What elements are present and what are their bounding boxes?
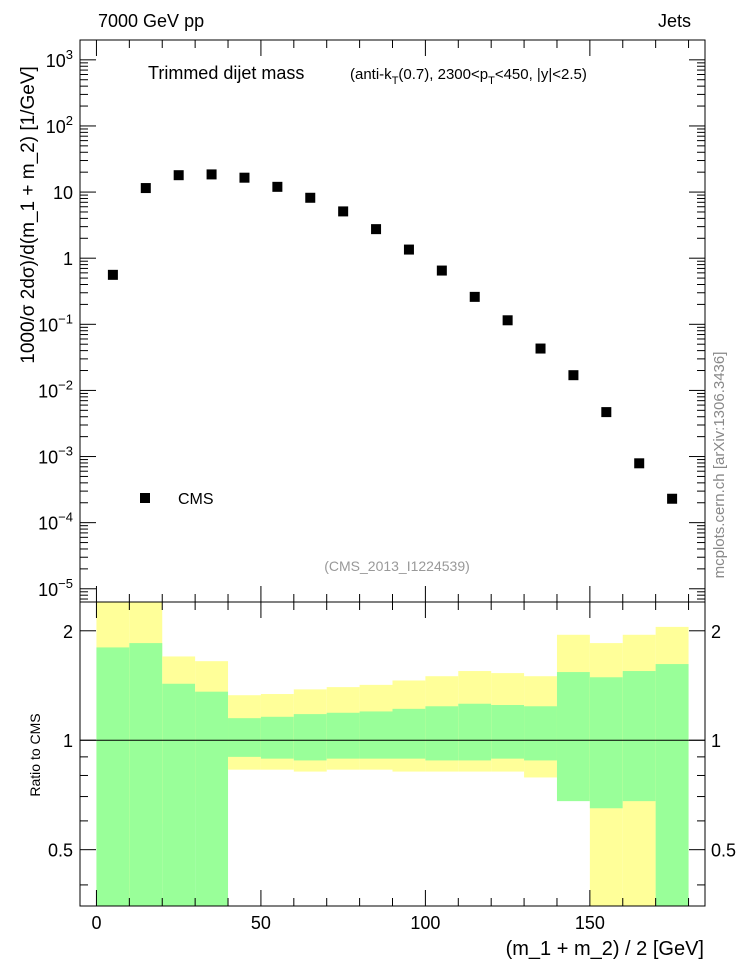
main-y-tick-label: 102 (46, 113, 73, 137)
data-point (206, 169, 217, 180)
data-point (239, 172, 250, 183)
main-y-tick-label: 10−3 (38, 444, 73, 468)
inner-band-bin (195, 691, 229, 906)
ratio-y-tick-label-right: 1 (711, 731, 721, 751)
data-point (535, 343, 546, 354)
data-point (338, 206, 349, 217)
inner-band-bin (491, 705, 525, 759)
x-tick-label: 150 (575, 913, 605, 933)
inner-band-bin (359, 711, 393, 759)
x-tick-label: 0 (91, 913, 101, 933)
inner-band-bin (162, 683, 196, 906)
main-axis-ticks (80, 40, 705, 602)
inner-band-bin (392, 708, 426, 759)
main-y-tick-label: 1 (63, 249, 73, 269)
plot-title: Trimmed dijet mass (148, 63, 304, 83)
ratio-panel-frame (79, 601, 706, 907)
ratio-y-tick-label-left: 0.5 (48, 841, 73, 861)
ratio-y-tick-label-right: 0.5 (711, 841, 736, 861)
inner-band-bin (425, 706, 459, 761)
inner-band-bin (293, 714, 327, 761)
inner-band-bin (458, 703, 492, 761)
data-point (502, 315, 513, 326)
inner-band-bin (655, 664, 689, 906)
inner-band-bin (326, 712, 360, 759)
data-point (371, 224, 382, 235)
ratio-y-axis-label: Ratio to CMS (27, 713, 43, 796)
plot-subtitle: (anti-kT(0.7), 2300<pT<450, |y|<2.5) (350, 66, 587, 87)
data-point (634, 458, 645, 469)
main-y-tick-label: 10−2 (38, 377, 73, 401)
inner-band-bin (129, 643, 163, 906)
side-credit: mcplots.cern.ch [arXiv:1306.3436] (711, 352, 728, 579)
data-point (403, 244, 414, 255)
inner-band-bin (622, 671, 656, 802)
inner-band-bin (556, 672, 590, 802)
x-axis-label: (m_1 + m_2) / 2 [GeV] (506, 938, 704, 960)
data-point (305, 192, 316, 203)
legend-label: CMS (178, 491, 214, 508)
main-y-axis-label: 1000/σ 2dσ)/d(m_1 + m_2) [1/GeV] (18, 66, 39, 364)
data-point (107, 269, 118, 280)
inner-band-bin (524, 706, 557, 761)
ratio-axis-ticks (80, 602, 705, 906)
ratio-y-tick-label-left: 1 (63, 731, 73, 751)
inner-band-bin (96, 647, 130, 906)
data-point (140, 183, 151, 194)
ratio-y-tick-label-left: 2 (63, 622, 73, 642)
main-y-tick-label: 10−1 (38, 311, 73, 335)
x-tick-label: 50 (251, 913, 271, 933)
inner-band-bin (589, 677, 623, 809)
data-points (107, 169, 678, 504)
inner-band-bin (228, 718, 261, 757)
data-point (436, 265, 447, 276)
ratio-uncertainty-bands (96, 602, 689, 906)
process-label: Jets (658, 11, 691, 31)
data-point (667, 493, 678, 504)
main-y-tick-label: 10 (53, 183, 73, 203)
data-point (568, 370, 579, 381)
ratio-tick-labels: 2 2 1 1 0.5 0.5 0 50 100 150 (48, 622, 736, 933)
data-point (173, 170, 184, 181)
ratio-y-tick-label-right: 2 (711, 622, 721, 642)
data-point (601, 407, 612, 418)
main-panel-frame (79, 39, 706, 603)
data-point (469, 291, 480, 302)
data-point (272, 181, 283, 192)
analysis-id-watermark: (CMS_2013_I1224539) (324, 558, 470, 574)
main-y-tick-label: 10−5 (38, 576, 73, 600)
energy-label: 7000 GeV pp (98, 11, 204, 31)
legend-marker (140, 493, 150, 503)
x-tick-label: 100 (410, 913, 440, 933)
inner-band-bin (260, 716, 294, 759)
main-y-tick-label: 103 (46, 47, 73, 71)
main-y-tick-label: 10−4 (38, 510, 73, 534)
